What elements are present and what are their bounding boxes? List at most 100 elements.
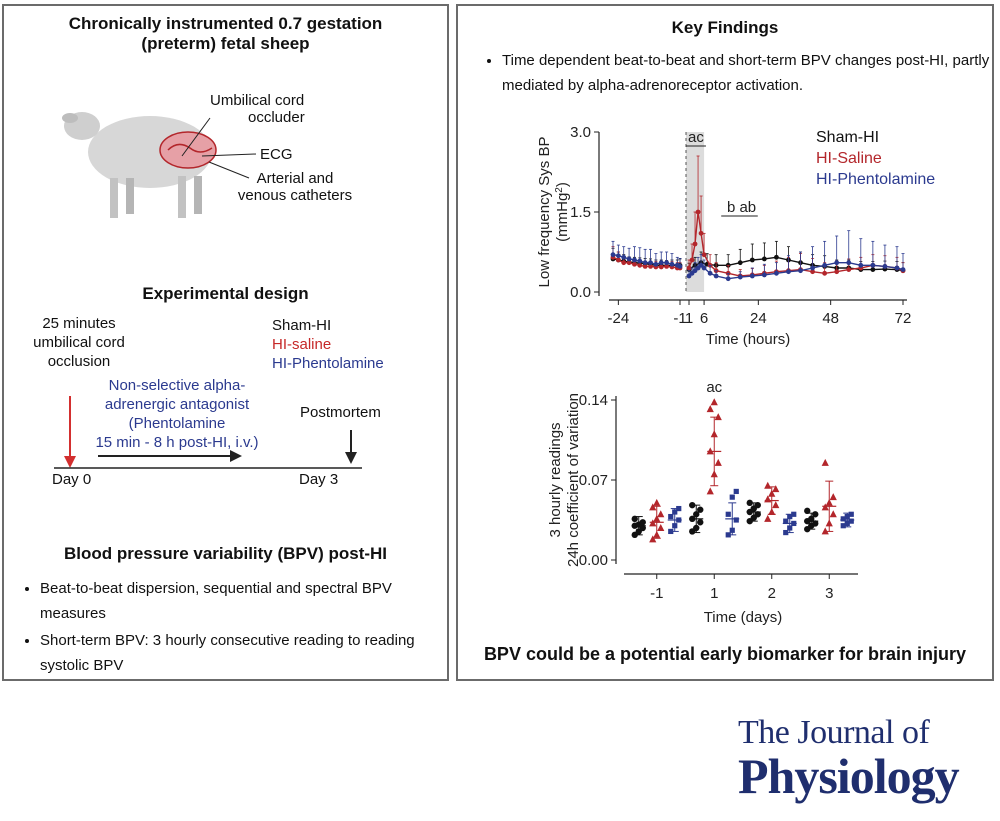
hi-saline-point [768, 489, 776, 497]
hi-saline-point [821, 503, 829, 511]
treatment-arrow-head [230, 450, 242, 462]
y-axis-unit: (mmHg [554, 193, 571, 242]
bpv-bullet-2: Short-term BPV: 3 hourly consecutive rea… [40, 628, 440, 678]
hi-saline-point [649, 535, 657, 543]
hi-saline-point [698, 230, 704, 236]
hi-phentolamine-point [642, 260, 648, 266]
sham-hi-point [808, 515, 815, 523]
hi-phentolamine-point [787, 513, 793, 520]
x-tick-label: -1 [673, 310, 686, 327]
y-tick-label: 0.00 [579, 552, 608, 569]
sham-hi-point [761, 256, 767, 262]
hi-phentolamine-point [783, 529, 789, 536]
hi-phentolamine-point [672, 523, 678, 529]
hi-saline-point [822, 270, 828, 276]
legend-entry: Sham-HI [816, 129, 879, 146]
occlusion-arrow-head [64, 456, 76, 468]
hi-saline-point [649, 519, 657, 527]
significance-annotation: ab [739, 199, 756, 216]
hi-saline-point [834, 269, 840, 275]
hi-phentolamine-point [653, 261, 659, 267]
x-tick-label: 24 [750, 310, 767, 327]
sham-hi-point [689, 501, 696, 509]
journal-logo-line2: Physiology [738, 748, 960, 804]
y-axis-title-line1: Low frequency Sys BP [536, 137, 553, 288]
hi-saline-point [686, 265, 692, 271]
right-panel: Key Findings Time dependent beat-to-beat… [456, 4, 994, 681]
sheep-leg-back-right [194, 176, 202, 214]
hi-phentolamine-point [707, 270, 713, 276]
treatment-line4: 15 min - 8 h post-HI, i.v.) [95, 434, 259, 451]
hi-saline-point [653, 498, 661, 506]
catheters-label: Arterial and venous catheters [230, 170, 360, 204]
left-panel: Chronically instrumented 0.7 gestation (… [2, 4, 449, 681]
hi-phentolamine-point [713, 273, 719, 279]
hi-phentolamine-point [783, 518, 789, 524]
hi-saline-point [701, 252, 707, 258]
hi-saline-point [764, 495, 772, 503]
y-tick-label: 0.07 [579, 472, 608, 489]
hi-phentolamine-point [729, 527, 735, 533]
catheter-pointer [208, 161, 250, 179]
finding-bullet: Time dependent beat-to-beat and short-te… [502, 48, 1000, 98]
x-tick-label: 1 [710, 585, 718, 602]
hi-phentolamine-point [615, 253, 621, 259]
y-axis-title-line2: 24h coefficient of variation [565, 393, 582, 567]
hi-phentolamine-point [632, 257, 637, 263]
sham-hi-point [689, 515, 696, 523]
hi-saline-point [714, 458, 722, 466]
hi-saline-point [810, 269, 815, 275]
hi-saline-point [642, 264, 648, 269]
y-axis-unit-sup: 2 [554, 187, 565, 193]
significance-annotation: ac [688, 129, 704, 146]
y-tick-label: 0.0 [570, 284, 591, 301]
y-tick-label: 0.14 [579, 392, 608, 409]
journal-logo-line1: The Journal of [738, 714, 930, 751]
x-tick-label: 48 [822, 310, 839, 327]
sheep-illustration [62, 112, 217, 218]
hi-saline-point [706, 447, 714, 455]
hi-phentolamine-point [791, 520, 797, 527]
hi-phentolamine-point [749, 273, 755, 279]
hi-phentolamine-point [733, 517, 739, 523]
hi-saline-point [649, 503, 657, 511]
hi-saline-point [648, 264, 653, 269]
hi-saline-point [706, 405, 714, 413]
hi-phentolamine-point [648, 260, 653, 266]
hi-saline-point [689, 257, 695, 263]
sheep-ear [62, 113, 78, 123]
hi-saline-point [653, 514, 661, 522]
hi-saline-point [637, 262, 643, 268]
sham-hi-point [693, 511, 700, 518]
group-sham: Sham-HI [272, 317, 332, 334]
group-saline: HI-saline [272, 336, 332, 353]
hi-saline-point [706, 487, 714, 495]
catheters-label-line1: Arterial and [256, 170, 334, 187]
hi-saline-point [658, 264, 664, 270]
hi-phentolamine-point [846, 260, 852, 266]
y-axis-title-line1: 3 hourly readings [547, 422, 564, 537]
hi-phentolamine-point [761, 272, 767, 278]
hi-phentolamine-point [848, 518, 854, 524]
journal-logo: The Journal of Physiology [738, 714, 998, 804]
significance-annotation: b [727, 199, 735, 216]
hi-phentolamine-point [840, 523, 846, 529]
hi-saline-point [714, 413, 722, 421]
sham-hi-point [812, 520, 819, 527]
hi-saline-point [825, 519, 833, 527]
x-tick-label: 2 [768, 585, 776, 602]
group-phentolamine: HI-Phentolamine [272, 355, 384, 372]
umbilical-cord [167, 143, 213, 153]
postmortem-arrow-head [345, 452, 357, 464]
day0-label: Day 0 [52, 471, 92, 488]
occlusion-line2: umbilical cord [33, 334, 125, 351]
occlusion-label: 25 minutes umbilical cord occlusion [14, 314, 144, 371]
bpv-bullets: Beat-to-beat dispersion, sequential and … [22, 576, 440, 680]
hi-saline-point [829, 510, 837, 518]
hi-saline-point [710, 470, 718, 478]
hi-saline-point [829, 493, 837, 501]
hi-saline-point [692, 241, 698, 247]
y-axis-title-line2: (mmHg2) [554, 182, 572, 242]
x-axis-title: Time (hours) [706, 331, 790, 348]
hi-phentolamine-point [737, 274, 743, 280]
